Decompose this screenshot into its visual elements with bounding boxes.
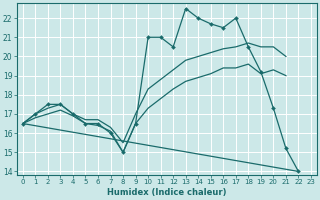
X-axis label: Humidex (Indice chaleur): Humidex (Indice chaleur) bbox=[107, 188, 227, 197]
